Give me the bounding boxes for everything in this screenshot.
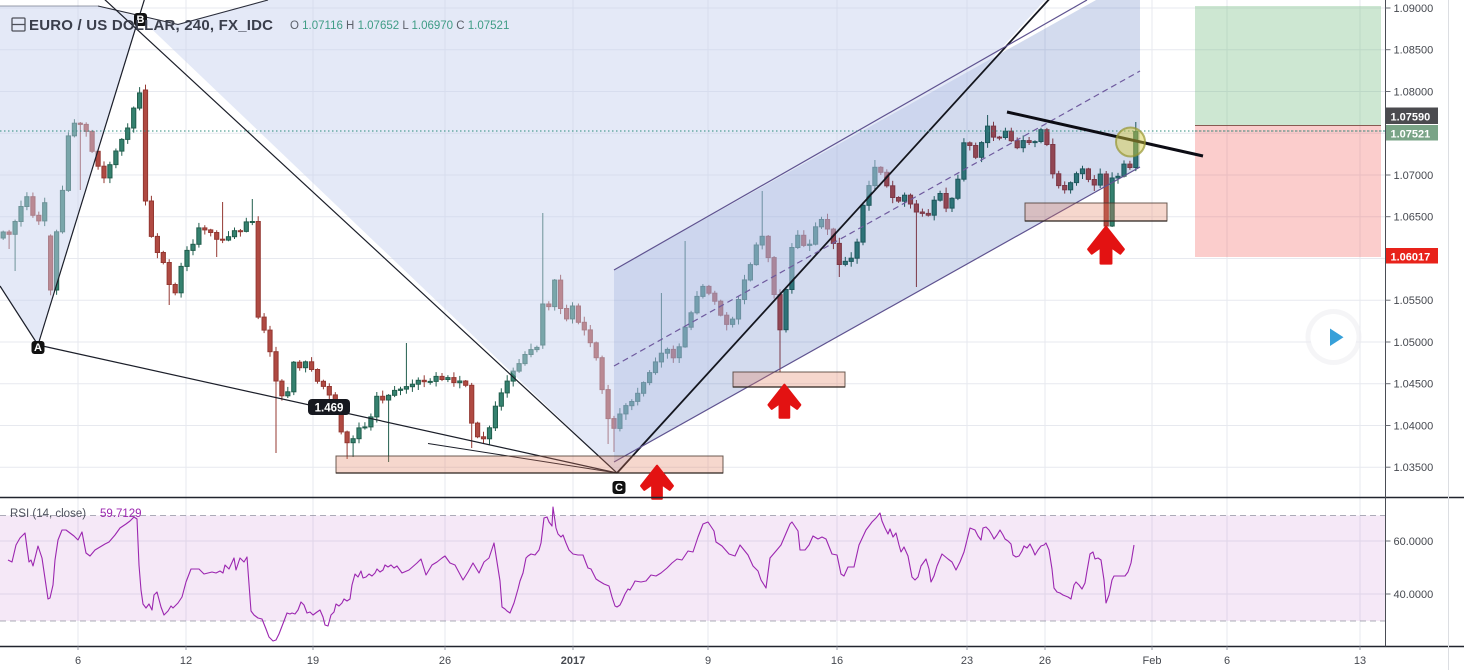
svg-text:23: 23 [961, 655, 973, 667]
svg-text:1.08500: 1.08500 [1394, 45, 1434, 57]
svg-text:1.06500: 1.06500 [1394, 212, 1434, 224]
svg-text:19: 19 [307, 655, 319, 667]
svg-text:1.09000: 1.09000 [1394, 3, 1434, 15]
svg-text:1.05500: 1.05500 [1394, 295, 1434, 307]
svg-text:Feb: Feb [1143, 655, 1162, 667]
svg-text:13: 13 [1354, 655, 1366, 667]
svg-text:6: 6 [75, 655, 81, 667]
svg-text:EURO / US DOLLAR, 240, FX_IDC: EURO / US DOLLAR, 240, FX_IDC [29, 17, 273, 34]
svg-text:16: 16 [831, 655, 843, 667]
svg-text:1.07000: 1.07000 [1394, 170, 1434, 182]
svg-text:1.07590: 1.07590 [1391, 112, 1431, 124]
svg-text:B: B [137, 14, 145, 26]
svg-text:60.0000: 60.0000 [1394, 536, 1434, 548]
svg-text:1.05000: 1.05000 [1394, 337, 1434, 349]
svg-text:6: 6 [1224, 655, 1230, 667]
svg-text:1.06017: 1.06017 [1391, 252, 1431, 264]
svg-text:1.08000: 1.08000 [1394, 87, 1434, 99]
svg-text:RSI (14, close) 59.7129: RSI (14, close) 59.7129 [10, 508, 142, 520]
svg-text:A: A [34, 342, 42, 354]
svg-text:12: 12 [180, 655, 192, 667]
svg-text:1.03500: 1.03500 [1394, 462, 1434, 474]
svg-text:1.04000: 1.04000 [1394, 421, 1434, 433]
svg-text:1.469: 1.469 [315, 403, 344, 415]
svg-text:O 1.07116 H 1.07652 L 1.06970: O 1.07116 H 1.07652 L 1.06970 C 1.07521 [290, 20, 509, 32]
svg-text:1.07521: 1.07521 [1391, 129, 1431, 141]
svg-text:26: 26 [439, 655, 451, 667]
svg-text:40.0000: 40.0000 [1394, 589, 1434, 601]
svg-text:C: C [615, 482, 623, 494]
svg-text:1.04500: 1.04500 [1394, 379, 1434, 391]
svg-text:9: 9 [705, 655, 711, 667]
svg-text:26: 26 [1039, 655, 1051, 667]
svg-text:2017: 2017 [561, 655, 585, 667]
